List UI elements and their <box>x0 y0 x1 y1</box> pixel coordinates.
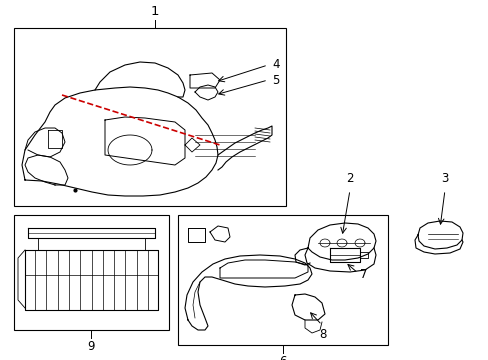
Text: 6: 6 <box>279 355 286 360</box>
Bar <box>14 215 169 330</box>
Text: 4: 4 <box>271 58 279 72</box>
Text: 2: 2 <box>346 172 353 185</box>
Text: 1: 1 <box>150 5 159 18</box>
Bar <box>178 215 387 345</box>
Bar <box>14 28 285 206</box>
Text: 9: 9 <box>87 340 95 353</box>
Text: 3: 3 <box>440 172 448 185</box>
Text: 8: 8 <box>319 328 326 341</box>
Text: 7: 7 <box>359 269 367 282</box>
Text: 5: 5 <box>271 73 279 86</box>
